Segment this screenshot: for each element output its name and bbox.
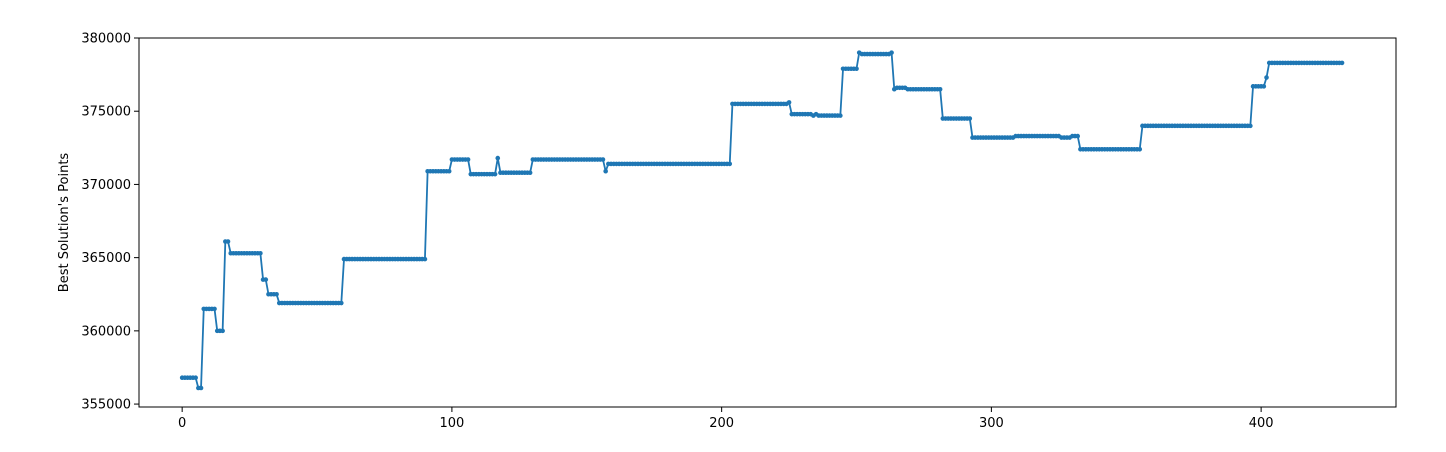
data-point	[212, 306, 217, 312]
y-axis-label: Best Solution's Points	[57, 153, 72, 293]
data-point	[838, 113, 843, 118]
data-point	[1264, 75, 1269, 80]
y-tick-label: 380000	[81, 32, 131, 47]
data-point	[1137, 146, 1143, 152]
data-point	[422, 256, 428, 262]
y-axis-ticks: 355000 360000 365000 370000 375000 380000	[81, 32, 139, 413]
x-tick-label: 100	[439, 416, 464, 431]
data-point	[937, 86, 943, 92]
y-tick-label: 365000	[81, 251, 131, 266]
y-tick-label: 370000	[81, 178, 131, 193]
x-tick-label: 300	[979, 416, 1004, 431]
data-point	[786, 100, 792, 105]
data-point	[889, 50, 894, 55]
data-point	[198, 385, 204, 391]
data-point	[495, 155, 501, 161]
data-point	[527, 170, 533, 176]
data-point	[492, 171, 498, 177]
data-point	[258, 250, 263, 256]
data-point	[1075, 133, 1080, 139]
x-axis-ticks: 0 100 200 300 400	[178, 407, 1274, 431]
data-point	[1339, 60, 1345, 66]
series-layer	[179, 50, 1345, 391]
data-point	[727, 161, 733, 167]
data-point	[274, 291, 279, 297]
data-point	[263, 277, 269, 282]
plot-frame	[138, 37, 1397, 408]
data-point	[967, 116, 973, 121]
x-tick-label: 0	[178, 416, 186, 431]
data-point	[1261, 84, 1267, 89]
data-point	[854, 66, 859, 72]
y-tick-label: 360000	[81, 324, 131, 339]
data-point	[446, 168, 452, 174]
data-point	[1248, 123, 1253, 129]
data-point	[600, 157, 606, 162]
data-point	[220, 328, 225, 334]
y-tick-label: 355000	[81, 398, 131, 413]
data-point	[339, 300, 344, 306]
data-point	[603, 168, 608, 174]
data-point	[225, 239, 231, 244]
data-point	[193, 375, 198, 381]
data-point	[465, 157, 471, 162]
x-tick-label: 400	[1249, 416, 1274, 431]
x-tick-label: 200	[709, 416, 734, 431]
y-tick-label: 375000	[81, 105, 131, 120]
